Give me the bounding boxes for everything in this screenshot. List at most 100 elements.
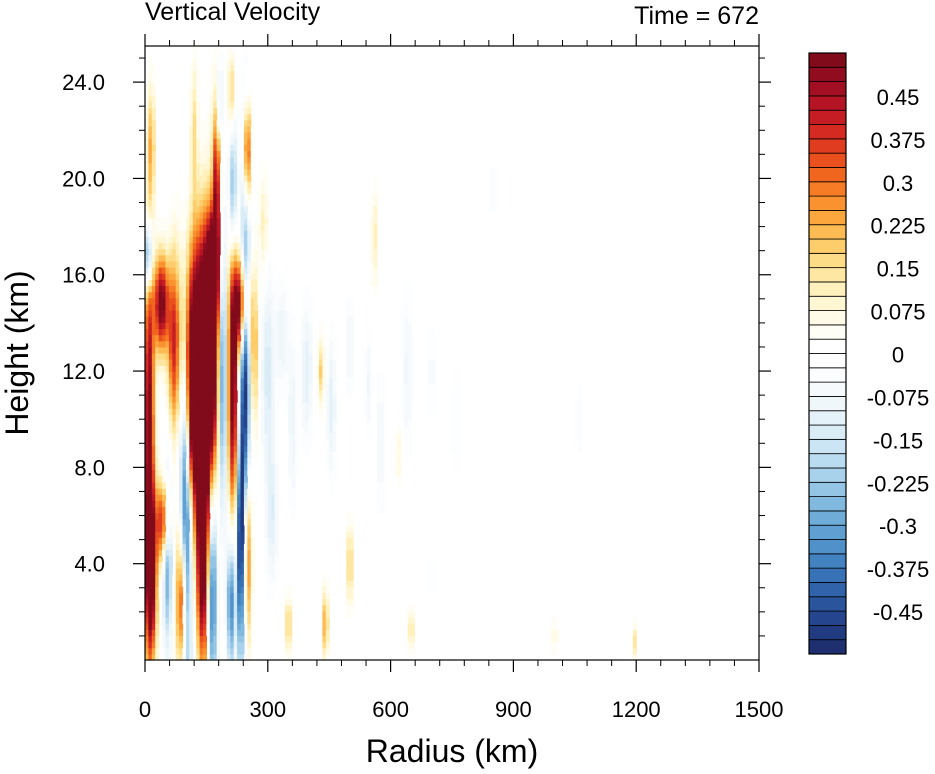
heatmap-cell <box>243 574 248 581</box>
heatmap-cell <box>206 592 211 600</box>
heatmap-cell <box>196 95 201 102</box>
heatmap-cell <box>189 242 194 250</box>
heatmap-cell <box>243 297 248 305</box>
heatmap-cell <box>295 414 300 422</box>
heatmap-cell <box>145 334 150 342</box>
heatmap-cell <box>226 107 231 115</box>
heatmap-cell <box>151 598 156 606</box>
heatmap-cell <box>151 242 156 250</box>
heatmap-cell <box>376 488 381 495</box>
heatmap-cell <box>267 488 272 495</box>
heatmap-cell <box>196 346 201 354</box>
heatmap-cell <box>202 641 207 649</box>
heatmap-cell <box>216 334 221 342</box>
heatmap-cell <box>165 647 170 655</box>
heatmap-cell <box>431 359 436 366</box>
heatmap-cell <box>370 371 375 379</box>
heatmap-cell <box>291 481 296 489</box>
heatmap-cell <box>148 494 153 501</box>
heatmap-cell <box>267 586 272 594</box>
heatmap-cell <box>189 144 194 151</box>
heatmap-cell <box>155 291 160 299</box>
heatmap-cell <box>145 592 150 600</box>
heatmap-cell <box>162 303 167 311</box>
heatmap-cell <box>257 242 262 250</box>
heatmap-cell <box>274 457 279 465</box>
heatmap-cell <box>397 451 402 458</box>
heatmap-cell <box>288 494 293 501</box>
heatmap-cell <box>322 334 327 342</box>
heatmap-cell <box>192 310 197 317</box>
heatmap-cell <box>257 285 262 293</box>
heatmap-cell <box>148 604 153 612</box>
heatmap-cell <box>288 346 293 354</box>
heatmap-cell <box>199 604 204 612</box>
heatmap-cell <box>329 463 334 471</box>
heatmap-cell <box>202 328 207 336</box>
heatmap-cell <box>185 211 190 219</box>
heatmap-cell <box>308 303 313 311</box>
heatmap-cell <box>301 426 306 434</box>
heatmap-cell <box>209 113 214 121</box>
heatmap-cell <box>288 475 293 483</box>
heatmap-cell <box>189 291 194 299</box>
heatmap-cell <box>155 254 160 262</box>
heatmap-cell <box>291 395 296 403</box>
heatmap-cell <box>209 193 214 201</box>
heatmap-cell <box>179 518 184 526</box>
heatmap-cell <box>209 555 214 563</box>
heatmap-cell <box>185 181 190 188</box>
heatmap-cell <box>233 488 238 495</box>
heatmap-cell <box>247 537 252 544</box>
heatmap-cell <box>305 303 310 311</box>
heatmap-cell <box>185 506 190 514</box>
heatmap-cell <box>196 199 201 207</box>
heatmap-cell <box>213 592 218 600</box>
heatmap-cell <box>281 316 286 323</box>
heatmap-cell <box>288 402 293 409</box>
heatmap-cell <box>172 598 177 606</box>
heatmap-cell <box>206 279 211 287</box>
heatmap-cell <box>366 389 371 397</box>
heatmap-cell <box>226 395 231 403</box>
heatmap-cell <box>223 205 228 213</box>
heatmap-cell <box>226 254 231 262</box>
heatmap-cell <box>216 469 221 477</box>
heatmap-cell <box>271 322 276 330</box>
heatmap-cell <box>202 346 207 354</box>
heatmap-cell <box>394 432 399 440</box>
heatmap-cell <box>196 604 201 612</box>
colorbar-swatch <box>808 81 847 97</box>
heatmap-cell <box>308 389 313 397</box>
heatmap-cell <box>264 285 269 293</box>
heatmap-cell <box>209 101 214 108</box>
heatmap-cell <box>257 297 262 305</box>
heatmap-cell <box>168 285 173 293</box>
heatmap-cell <box>295 371 300 379</box>
heatmap-cell <box>192 322 197 330</box>
heatmap-cell <box>151 549 156 557</box>
heatmap-cell <box>175 561 180 569</box>
heatmap-cell <box>264 303 269 311</box>
heatmap-cell <box>325 623 330 630</box>
heatmap-cell <box>199 512 204 520</box>
heatmap-cell <box>376 371 381 379</box>
heatmap-cell <box>168 524 173 532</box>
heatmap-cell <box>226 70 231 78</box>
heatmap-cell <box>243 438 248 446</box>
heatmap-cell <box>305 359 310 366</box>
heatmap-cell <box>240 174 245 182</box>
heatmap-cell <box>267 285 272 293</box>
heatmap-cell <box>182 322 187 330</box>
heatmap-cell <box>301 316 306 323</box>
heatmap-cell <box>209 445 214 452</box>
heatmap-cell <box>185 481 190 489</box>
heatmap-cell <box>230 168 235 176</box>
heatmap-cell <box>151 322 156 330</box>
heatmap-cell <box>189 426 194 434</box>
heatmap-cell <box>271 555 276 563</box>
heatmap-cell <box>213 365 218 373</box>
heatmap-cell <box>373 187 378 194</box>
heatmap-cell <box>165 273 170 280</box>
heatmap-cell <box>578 408 583 415</box>
